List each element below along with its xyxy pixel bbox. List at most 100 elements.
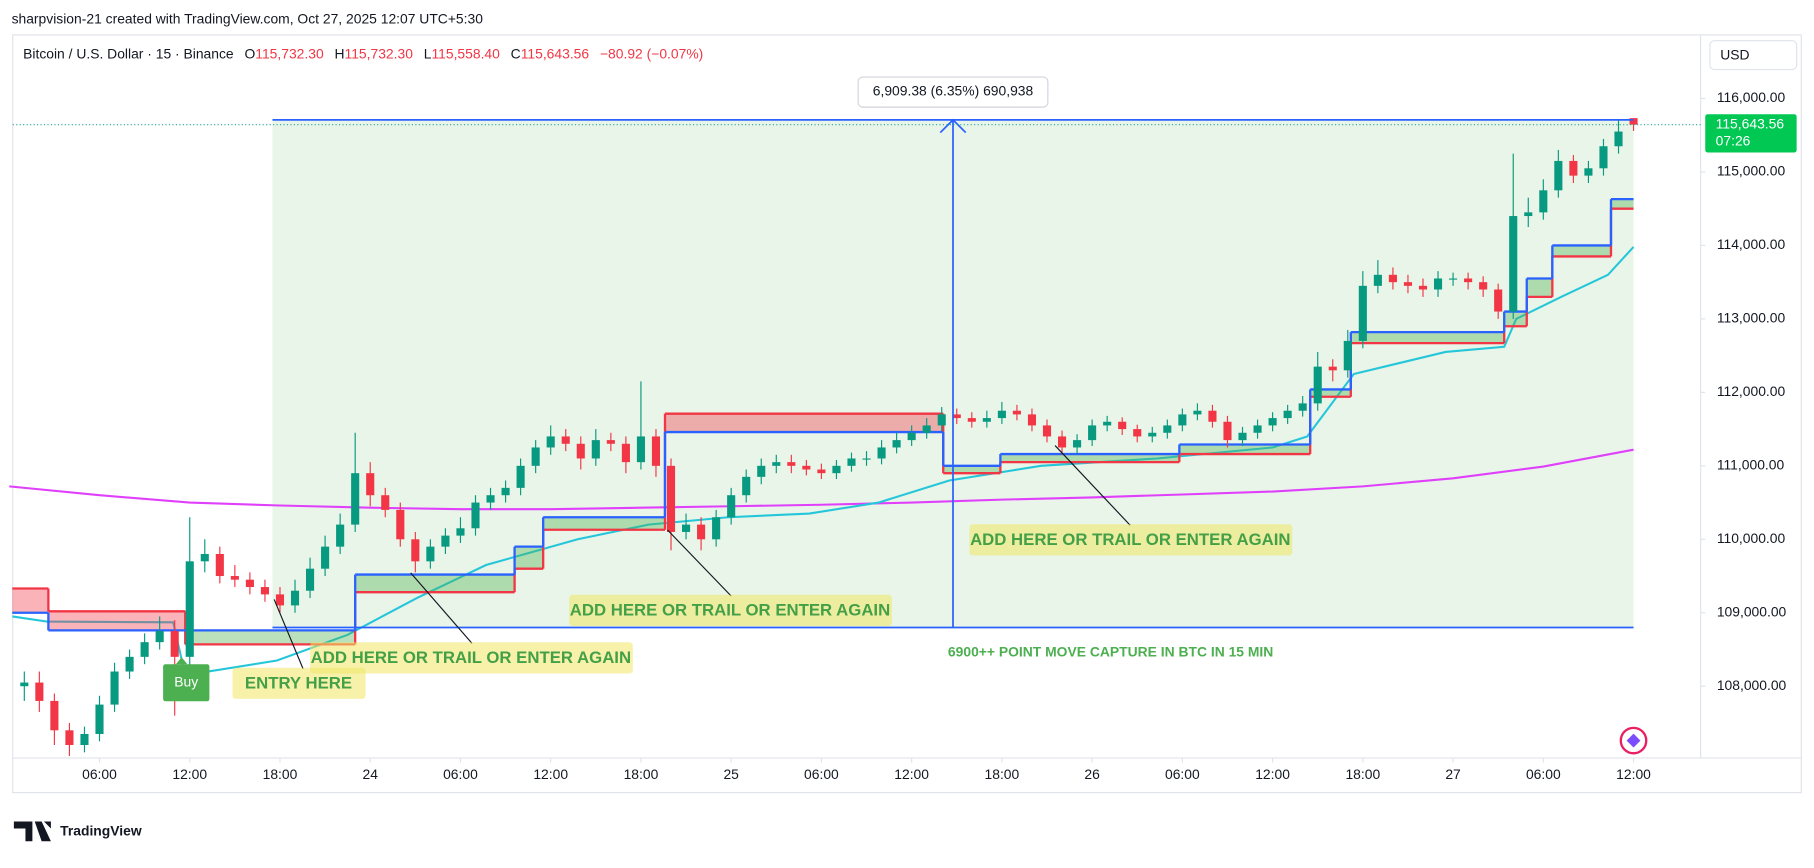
candle-body xyxy=(185,561,194,657)
y-tick-label: 115,000.00 xyxy=(1717,163,1786,179)
assistant-icon[interactable] xyxy=(1619,726,1648,755)
ohlc-value: 115,558.40 xyxy=(431,45,500,61)
candle-body xyxy=(155,631,164,643)
candle-body xyxy=(1268,418,1277,426)
candle-body xyxy=(456,528,465,536)
candle-body xyxy=(140,642,149,657)
candle-body xyxy=(862,458,871,460)
plot: 6,909.38 (6.35%) 690,938 xyxy=(9,76,1638,757)
band-fill xyxy=(1610,199,1634,209)
x-tick-label: 18:00 xyxy=(1345,766,1380,782)
x-tick-label: 06:00 xyxy=(443,766,478,782)
candle-body xyxy=(1042,425,1052,437)
band-fill xyxy=(543,517,665,530)
band-fill xyxy=(1310,389,1351,397)
candle-body xyxy=(396,509,405,540)
candle-body xyxy=(937,414,946,426)
ohlc-key: H xyxy=(334,45,344,61)
candle-body xyxy=(1479,282,1488,290)
x-tick-label: 18:00 xyxy=(263,766,298,782)
pointer xyxy=(273,599,304,670)
candle-body xyxy=(215,553,224,577)
symbol: Bitcoin / U.S. Dollar · 15 · Binance xyxy=(23,45,234,61)
y-tick-label: 110,000.00 xyxy=(1717,530,1786,546)
x-tick-label: 12:00 xyxy=(172,766,207,782)
candle-body xyxy=(982,418,991,422)
candle-body xyxy=(591,440,600,459)
candle-body xyxy=(697,524,706,540)
candle-body xyxy=(1584,168,1593,176)
candle-body xyxy=(1629,118,1638,125)
measure-label: 6,909.38 (6.35%) 690,938 xyxy=(873,83,1034,99)
candle-body xyxy=(922,425,931,433)
candle-body xyxy=(1449,278,1458,280)
candle-body xyxy=(1163,425,1172,433)
y-tick-label: 116,000.00 xyxy=(1717,89,1786,105)
candle-body xyxy=(65,730,74,745)
candle-body xyxy=(1178,414,1187,426)
y-tick-label: 109,000.00 xyxy=(1717,603,1787,619)
candle-body xyxy=(110,671,119,705)
candle-body xyxy=(772,462,781,466)
candle-body xyxy=(832,465,841,474)
x-tick-label: 25 xyxy=(723,766,739,782)
pointer xyxy=(1054,445,1131,526)
last-price-tag xyxy=(1705,114,1797,153)
candle-body xyxy=(952,414,961,419)
candle-body xyxy=(170,631,179,657)
measure-arrowhead xyxy=(939,118,967,134)
y-tick-label: 113,000.00 xyxy=(1717,310,1786,326)
candle-body xyxy=(1012,410,1021,415)
candle-body xyxy=(125,656,134,672)
note-box xyxy=(969,524,1293,556)
candle-body xyxy=(742,476,751,496)
x-tick-label: 06:00 xyxy=(1526,766,1561,782)
candle-body xyxy=(486,495,495,503)
pointer xyxy=(667,529,732,597)
indicator-line xyxy=(12,246,1635,677)
candle-body xyxy=(80,733,89,745)
ohlc-value: 115,732.30 xyxy=(345,45,414,61)
headline: 6900++ POINT MOVE CAPTURE IN BTC IN 15 M… xyxy=(948,643,1273,659)
x-tick-label: 06:00 xyxy=(1165,766,1200,782)
candle-body xyxy=(426,546,435,562)
candle-body xyxy=(1298,403,1307,411)
candle-body xyxy=(1073,440,1082,448)
candle-body xyxy=(1103,421,1112,426)
candle-body xyxy=(1253,425,1262,433)
change: −80.92 (−0.07%) xyxy=(600,45,703,61)
candle-body xyxy=(1373,274,1382,286)
chart-frame xyxy=(12,34,1802,794)
candle-body xyxy=(561,436,570,444)
currency[interactable]: USD xyxy=(1720,46,1749,62)
candle-body xyxy=(95,704,104,734)
currency-button[interactable] xyxy=(1709,40,1798,71)
candle-body xyxy=(1433,278,1443,290)
candle-body xyxy=(576,443,585,459)
pointer xyxy=(410,572,473,644)
candle-body xyxy=(877,447,886,459)
band-fill xyxy=(48,611,186,631)
candle-body xyxy=(1148,432,1157,437)
candle-body xyxy=(20,682,29,687)
x-tick-label: 12:00 xyxy=(1616,766,1651,782)
buy-pointer xyxy=(175,657,188,665)
candle-body xyxy=(441,535,450,547)
candle-body xyxy=(351,473,360,525)
band-fill xyxy=(1179,444,1311,455)
candle-body xyxy=(275,594,285,606)
x-tick-label: 06:00 xyxy=(82,766,117,782)
ohlc-value: 115,732.30 xyxy=(255,45,324,61)
candle-body xyxy=(682,524,691,532)
x-tick-label: 26 xyxy=(1084,766,1100,782)
ohlc-value: 115,643.56 xyxy=(521,45,590,61)
candle-body xyxy=(997,410,1006,419)
ohlc-key: C xyxy=(511,45,521,61)
candle-body xyxy=(1238,432,1247,441)
y-tick-label: 108,000.00 xyxy=(1717,677,1787,693)
candle-body xyxy=(1313,366,1322,404)
x-tick-label: 12:00 xyxy=(894,766,929,782)
candle-body xyxy=(245,579,254,588)
brand: TradingView xyxy=(60,823,142,839)
band-fill xyxy=(1552,245,1611,257)
